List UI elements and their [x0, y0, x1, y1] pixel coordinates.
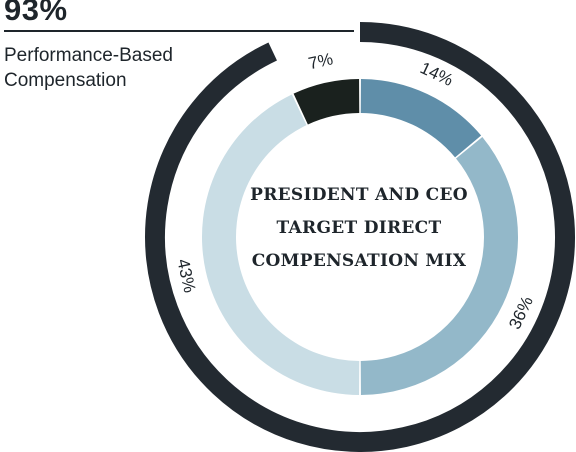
chart-center-title: PRESIDENT AND CEO TARGET DIRECT COMPENSA…: [233, 179, 485, 278]
donut-slice-14: [360, 79, 482, 158]
chart-title-line3: COMPENSATION MIX: [251, 251, 467, 271]
performance-based-label: Performance-Based Compensation: [4, 43, 173, 93]
chart-title-line1: PRESIDENT AND CEO: [250, 185, 468, 205]
performance-based-ring: [145, 22, 575, 452]
chart-title-line2: TARGET DIRECT: [276, 218, 442, 238]
donut-slice-7: [293, 79, 360, 125]
performance-based-label-line1: Performance-Based: [4, 45, 173, 66]
slice-label-7: 7%: [307, 49, 335, 73]
donut-slice-36: [360, 137, 518, 395]
callout-leader-line: [4, 30, 354, 32]
performance-based-label-line2: Compensation: [4, 70, 127, 91]
slice-label-43: 43%: [173, 257, 199, 294]
donut-slices: [202, 79, 518, 395]
performance-based-percent: 93%: [4, 0, 68, 27]
donut-slice-43: [202, 94, 360, 395]
slice-label-36: 36%: [505, 293, 537, 332]
